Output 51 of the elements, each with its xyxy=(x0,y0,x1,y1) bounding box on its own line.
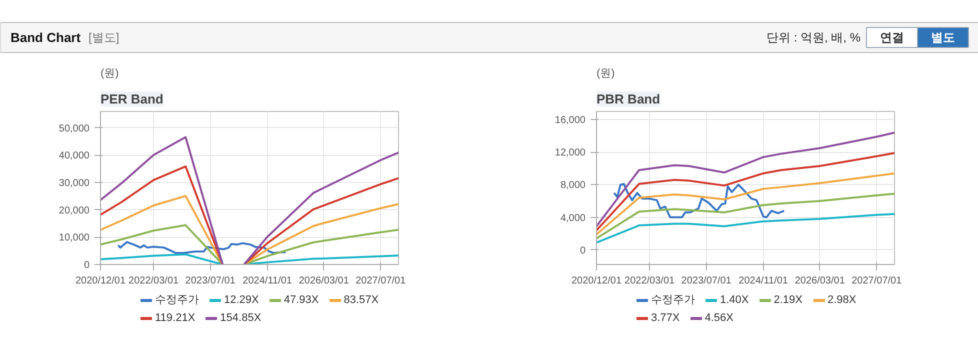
text: 별도 xyxy=(931,30,955,44)
y-tick-label: 0 xyxy=(84,260,90,271)
legend-label: 119.21X xyxy=(155,312,196,324)
x-tick-label: 2027/07/01 xyxy=(852,276,902,286)
x-tick-label: 2023/07/01 xyxy=(185,276,236,286)
text: 연결 xyxy=(880,30,904,44)
line-series xyxy=(596,213,894,244)
x-tick-label: 2024/11/01 xyxy=(738,276,788,286)
legend-label: 수정주가 xyxy=(155,293,199,307)
y-tick-label: 50,000 xyxy=(58,123,90,134)
y-axis-title: (원) xyxy=(596,68,615,80)
chart-title: PER Band xyxy=(100,92,164,106)
chart-title: PBR Band xyxy=(596,92,660,106)
legend-label: 수정주가 xyxy=(651,293,695,307)
x-tick-label: 2020/12/01 xyxy=(75,276,126,286)
x-tick-label: 2020/12/01 xyxy=(571,276,622,286)
y-tick-label: 20,000 xyxy=(58,205,90,216)
y-tick-label: 12,000 xyxy=(554,148,586,159)
x-tick-label: 2022/03/01 xyxy=(624,276,676,286)
line-series xyxy=(596,152,894,232)
x-tick-label: 2026/03/01 xyxy=(298,276,350,286)
y-tick-label: 0 xyxy=(580,245,586,256)
y-tick-label: 30,000 xyxy=(58,178,90,190)
y-axis-title: (원) xyxy=(100,68,119,80)
y-tick-label: 4,000 xyxy=(560,212,586,224)
y-tick-label: 16,000 xyxy=(554,115,586,126)
x-tick-label: 2022/03/01 xyxy=(128,276,180,286)
legend-label: 154.85X xyxy=(220,312,262,324)
y-tick-label: 8,000 xyxy=(560,180,586,192)
text: Band Chart xyxy=(10,30,82,45)
x-tick-label: 2023/07/01 xyxy=(681,276,732,286)
text: [별도] xyxy=(88,30,120,44)
text: 단위 : 억원, 배, % xyxy=(766,30,861,44)
x-tick-label: 2024/11/01 xyxy=(242,276,292,286)
legend-label: 47.93X xyxy=(284,294,319,306)
x-tick-label: 2027/07/01 xyxy=(356,276,406,286)
legend-label: 3.77X xyxy=(651,312,680,324)
line-series xyxy=(596,172,894,236)
x-tick-label: 2026/03/01 xyxy=(794,276,846,286)
line-series xyxy=(613,182,786,218)
legend-label: 2.98X xyxy=(828,294,856,306)
line-series xyxy=(596,132,894,228)
legend-label: 83.57X xyxy=(344,294,379,306)
y-tick-label: 40,000 xyxy=(58,150,90,162)
legend-label: 12.29X xyxy=(224,294,259,306)
y-tick-label: 10,000 xyxy=(58,232,90,244)
legend-label: 1.40X xyxy=(720,294,749,306)
line-series xyxy=(117,241,287,254)
line-series xyxy=(596,192,894,240)
legend-label: 2.19X xyxy=(774,294,802,306)
legend-label: 4.56X xyxy=(704,312,734,324)
